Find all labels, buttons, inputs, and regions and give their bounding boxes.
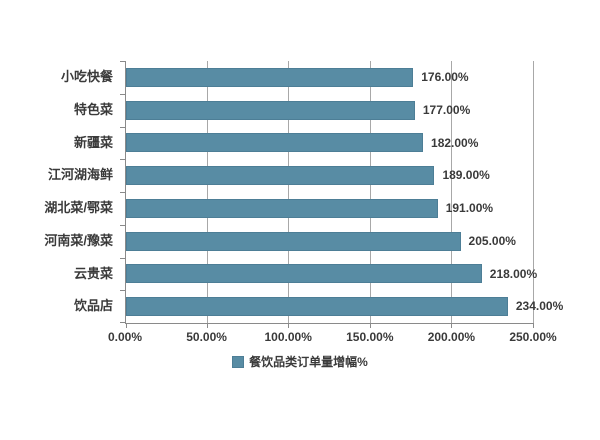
y-axis-tick [120,290,125,291]
category-label: 江河湖海鲜 [47,167,113,183]
category-label: 饮品店 [73,298,113,314]
x-tick-label: 50.00% [186,330,227,344]
x-axis-tick [369,324,371,328]
y-axis-labels: 小吃快餐特色菜新疆菜江河湖海鲜湖北菜/鄂菜 河南菜/豫菜云贵菜饮品店 [0,61,113,323]
x-tick-label: 200.00% [427,330,476,344]
y-axis-tick [120,159,125,160]
y-axis-tick [120,94,125,95]
y-axis-tick [120,192,125,193]
bar [126,67,414,87]
bar [126,264,482,284]
bar [126,133,424,153]
bar [126,297,508,317]
value-label: 205.00% [468,233,516,248]
x-axis-tick [533,324,534,328]
bar [126,198,438,218]
y-axis-tick [120,127,125,128]
value-label: 189.00% [442,168,490,183]
x-tick-label: 100.00% [264,330,312,344]
gridline [451,61,453,323]
y-axis-tick [120,258,125,259]
legend-swatch-icon [232,355,245,368]
gridline [369,61,371,323]
gridline [206,61,208,323]
x-tick-label: 0.00% [107,330,143,344]
value-label: 177.00% [422,102,471,117]
category-label: 特色菜 [73,101,113,117]
legend: 餐饮品类订单量增幅% [0,353,600,370]
y-axis-tick [120,225,125,226]
gridline [288,61,290,323]
category-label: 河南菜/豫菜 [44,232,113,248]
bar [126,100,415,120]
value-label: 218.00% [489,266,538,281]
x-tick-label: 250.00% [509,330,557,344]
value-label: 176.00% [421,70,469,84]
category-label: 湖北菜/鄂菜 [44,200,113,215]
value-label: 191.00% [445,201,494,215]
value-label: 182.00% [431,135,479,150]
y-axis-tick [120,61,125,62]
x-axis-tick [126,324,127,328]
category-label: 小吃快餐 [60,69,113,84]
x-axis-tick [451,324,453,328]
x-tick-label: 150.00% [346,330,394,344]
plot-area: 176.00% 177.00% 182.00% 189.00% 191.00% 205.0… [120,61,563,328]
x-axis-tick [206,324,208,328]
bar [126,231,461,251]
value-label: 234.00% [515,299,564,314]
category-label: 新疆菜 [73,134,113,150]
legend-label: 餐饮品类订单量增幅% [249,355,368,369]
x-axis-tick [288,324,290,328]
category-label: 云贵菜 [73,265,113,281]
x-axis-labels: 0.00% 50.00% 100.00% 150.00% 200.00% 250.00% [108,330,557,346]
bar [126,166,435,186]
gridline [533,61,534,323]
y-axis-tick [120,322,125,323]
